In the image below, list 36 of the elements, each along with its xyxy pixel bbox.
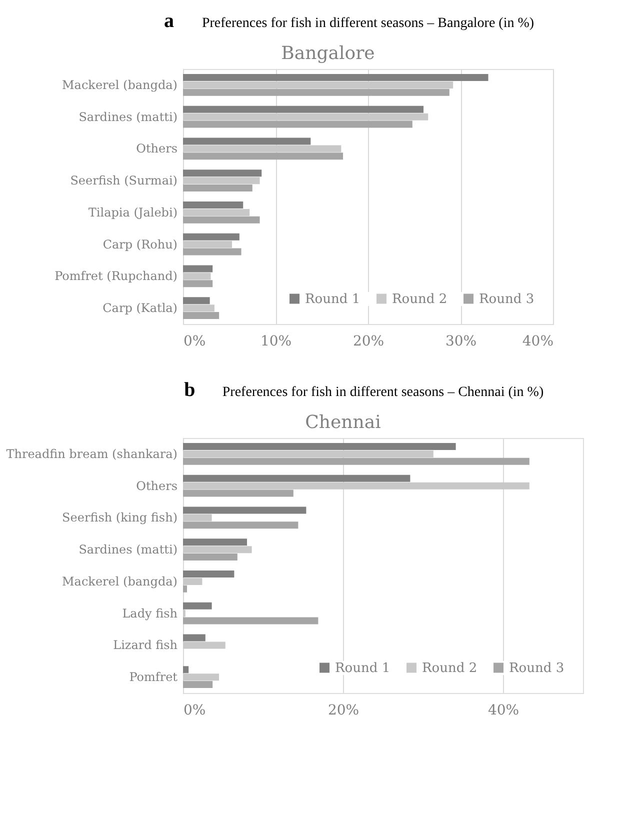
y-tick-label: Sardines (matti) (78, 542, 178, 557)
chart-subtitle: Bangalore (281, 43, 375, 64)
x-tick-label: 20% (328, 702, 360, 718)
x-tick-label: 30% (445, 334, 477, 350)
x-tick-label: 10% (260, 334, 292, 350)
text: a (164, 10, 174, 32)
y-tick-label: Pomfret (Rupchand) (54, 269, 178, 284)
legend-label: Round 2 (392, 292, 448, 307)
legend-label: Round 1 (335, 660, 390, 676)
y-tick-label: Pomfret (129, 670, 178, 684)
y-tick-label: Seerfish (king fish) (62, 510, 178, 525)
y-tick-label: Carp (Katla) (102, 301, 178, 316)
x-tick-label: 0% (184, 334, 206, 350)
legend-label: Round 3 (479, 292, 534, 307)
y-tick-label: Carp (Rohu) (102, 237, 178, 252)
legend-label: Round 3 (509, 660, 564, 676)
y-tick-label: Tilapia (Jalebi) (88, 205, 178, 220)
y-tick-label: Lady fish (122, 606, 178, 620)
x-tick-label: 20% (352, 334, 384, 350)
x-tick-label: 0% (184, 702, 206, 718)
legend-label: Round 1 (305, 292, 360, 307)
chart-title: Preferences for fish in different seasons – Bangalore (in %) (202, 16, 534, 31)
x-tick-label: 40% (488, 702, 520, 718)
text: b (184, 379, 196, 401)
x-tick-label: 40% (522, 334, 554, 350)
y-tick-label: Mackerel (bangda) (62, 574, 178, 588)
y-tick-label: Others (136, 478, 178, 493)
legend-label: Round 2 (422, 660, 478, 676)
y-tick-label: Threadfin bream (shankara) (6, 446, 178, 461)
y-tick-label: Mackerel (bangda) (62, 78, 178, 92)
y-tick-label: Others (136, 142, 178, 156)
y-tick-label: Sardines (matti) (78, 110, 178, 124)
y-tick-label: Lizard fish (113, 638, 178, 652)
chart-subtitle: Chennai (305, 412, 382, 433)
chart-title: Preferences for fish in different seasons – Chennai (in %) (222, 385, 544, 400)
y-tick-label: Seerfish (Surmai) (70, 174, 178, 188)
